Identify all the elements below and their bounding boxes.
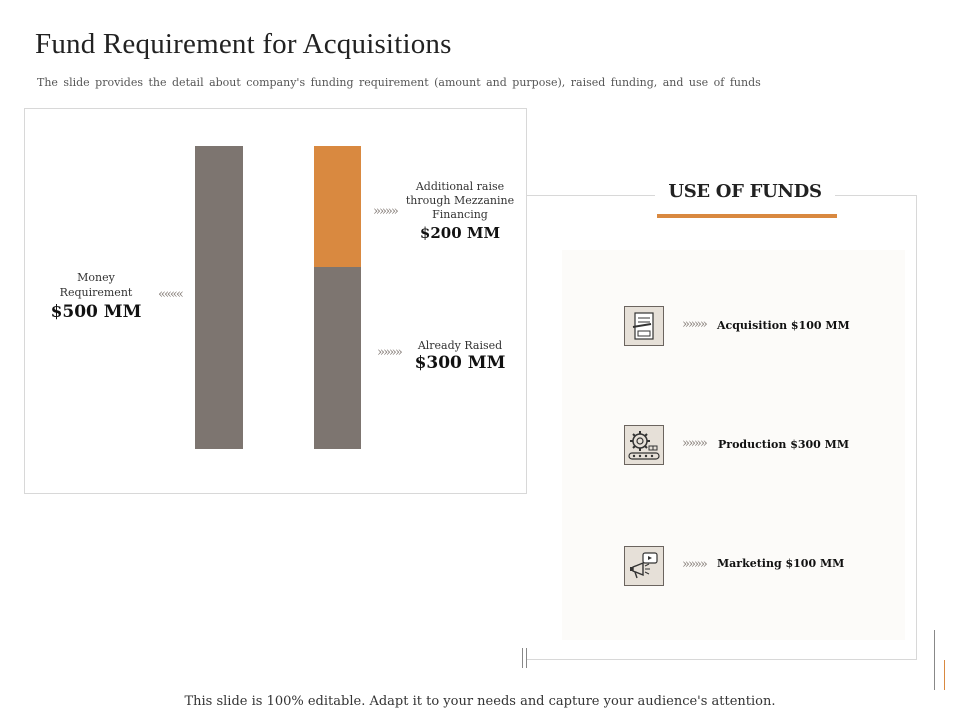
already-raised-amount: $300 MM [414, 353, 506, 373]
use-of-funds-underline [657, 214, 837, 218]
funding-chart-panel [24, 108, 527, 494]
chevron-right-icon: »»»» [377, 345, 403, 360]
bar-money-requirement [195, 146, 243, 449]
decorative-divider [522, 648, 523, 668]
use-of-funds-item-marketing: Marketing $100 MM [717, 557, 845, 570]
use-of-funds-list-panel [562, 250, 905, 640]
chevron-right-icon: »»»» [373, 204, 399, 219]
mezzanine-label: Additional raise through Mezzanine Finan… [405, 180, 515, 221]
bar-mezzanine-financing [314, 146, 361, 267]
use-of-funds-item-production: Production $300 MM [718, 438, 850, 451]
money-requirement-amount: $500 MM [50, 302, 142, 322]
document-pen-icon [624, 306, 664, 346]
chevron-right-icon: »»»» [682, 317, 708, 332]
use-of-funds-title: USE OF FUNDS [668, 181, 822, 202]
bar-already-raised [314, 267, 361, 449]
page-title: Fund Requirement for Acquisitions [35, 28, 452, 60]
chevron-right-icon: »»»» [682, 557, 708, 572]
money-requirement-label: Money Requirement [59, 271, 133, 299]
footer-note: This slide is 100% editable. Adapt it to… [184, 694, 776, 709]
chevron-left-icon: «««« [158, 287, 184, 302]
gear-conveyor-icon [624, 425, 664, 465]
already-raised-label: Already Raised [417, 339, 503, 352]
use-of-funds-title-background [655, 178, 835, 208]
use-of-funds-item-acquisition: Acquisition $100 MM [717, 319, 850, 332]
decorative-divider [526, 648, 527, 668]
megaphone-icon [624, 546, 664, 586]
mezzanine-amount: $200 MM [419, 224, 501, 242]
decorative-divider [934, 630, 935, 690]
page-subtitle: The slide provides the detail about comp… [37, 76, 761, 89]
chevron-right-icon: »»»» [682, 436, 708, 451]
decorative-divider-accent [944, 660, 945, 690]
